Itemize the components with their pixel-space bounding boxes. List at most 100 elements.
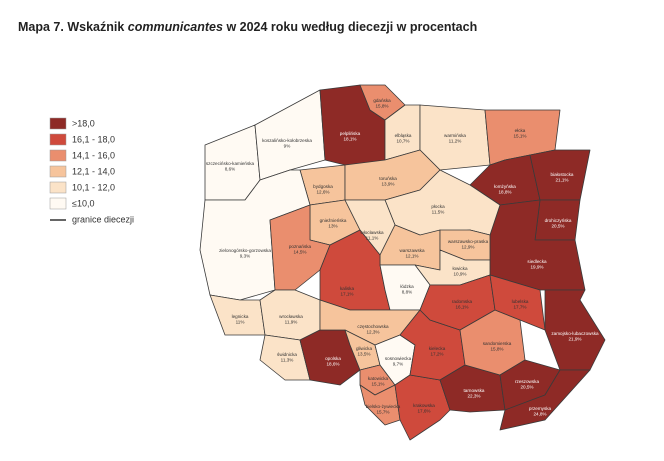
legend-label: 14,1 - 16,0 [72,150,115,160]
region-name: wrocławska [279,314,303,319]
region-name: opolska [325,356,341,361]
region-value: 19,9% [530,265,543,270]
region-value: 9,7% [393,362,403,367]
region-name: bydgoska [313,184,333,189]
region [529,149,591,201]
region-name: koszalińsko-kołobrzeska [262,138,312,143]
region [254,89,326,181]
region [489,274,546,331]
region-value: 13,9% [381,182,394,187]
region-name: łowicka [452,266,468,271]
region-name: świdnicka [277,352,297,357]
region-name: gdańska [373,98,391,103]
region-name: sandomierska [483,341,512,346]
legend-label: >18,0 [72,118,95,128]
region-value: 24,8% [533,412,546,417]
region-name: ełcka [515,128,526,133]
legend-swatch [49,149,67,162]
title-text: Mapa 7. Wskaźnik [18,20,125,34]
region-name: łódzka [400,284,414,289]
region-value: 12,3% [366,330,379,335]
region-value: 11,3% [281,358,294,363]
region-name: radomska [452,299,473,304]
region-value: 17,7% [513,305,526,310]
region-name: szczecińsko-kamieńska [206,161,255,166]
region-value: 15,8% [490,347,503,352]
region-value: 12,6% [316,190,329,195]
region-name: kielecka [429,346,446,351]
region-value: 14,5% [293,250,306,255]
region-name: katowicka [368,376,389,381]
region-value: 10,9% [453,272,466,277]
regions [199,84,606,441]
region-name: płocka [431,204,445,209]
region-value: 17,6% [417,409,430,414]
region-value: 11,5% [432,210,445,215]
region-name: warszawska [399,248,424,253]
region-name: lubelska [512,299,529,304]
legend-swatch [49,197,67,210]
region-value: 17,1% [340,292,353,297]
region-name: częstochowska [357,324,389,329]
region-value: 15,7% [376,410,389,415]
region-value: 8,6% [225,167,235,172]
title: Mapa 7. Wskaźnik communicantes w 2024 ro… [18,20,477,34]
region-name: pelplińska [340,131,361,136]
legend-swatch [49,133,67,146]
region-value: 9% [284,144,291,149]
region-value: 21,1% [555,178,568,183]
region-value: 9,3% [240,254,250,259]
legend-swatch [49,165,67,178]
region-name: rzeszowska [515,379,539,384]
region-name: siedlecka [527,259,547,264]
region-name: tarnowska [464,388,485,393]
region-value: 22,3% [467,394,480,399]
legend-label: ≤10,0 [72,198,94,208]
region [419,104,491,171]
region-value: 12,1% [405,254,418,259]
region-name: sosnowiecka [385,356,412,361]
legend-swatch [49,117,67,130]
region-value: 8,8% [402,290,412,295]
region-value: 11,9% [285,320,298,325]
region [259,334,311,381]
region-name: warszawsko-praska [448,239,489,244]
region-name: białostocka [551,172,574,177]
region-value: 11,2% [449,139,462,144]
region-value: 15,1% [513,134,526,139]
region-value: 15,8% [375,104,388,109]
region-name: toruńska [379,176,397,181]
region-name: legnicka [232,314,249,319]
region-name: przemyska [529,406,552,411]
region-value: 16,1% [455,305,468,310]
region-value: 15,1% [371,382,384,387]
region-value: 11% [236,320,245,325]
region-name: łomżyńska [494,184,516,189]
region-name: włocławska [360,230,384,235]
region-name: elbląska [395,133,412,138]
region-value: 17,2% [430,352,443,357]
region-value: 18,6% [326,362,339,367]
region-name: zamojsko-lubaczowska [551,331,599,336]
legend-label: 16,1 - 18,0 [72,134,115,144]
region-value: 20,5% [520,385,533,390]
region-name: zielonogórsko-gorzowska [219,248,271,253]
region-name: gnieźnieńska [320,218,347,223]
region-value: 12,9% [461,245,474,250]
region-value: 10,7% [396,139,409,144]
title-text: w 2024 roku według diecezji w procentach [226,20,478,34]
region-name: gliwicka [356,346,373,351]
region-name: bielsko-żywiecka [366,404,401,409]
legend-swatch [49,181,67,194]
region-value: 13% [328,224,337,229]
region-name: drohiczyńska [545,218,572,223]
legend-label: 12,1 - 14,0 [72,166,115,176]
region-name: warmińska [444,133,466,138]
region-name: krakowska [413,403,435,408]
region-value: 21,9% [568,337,581,342]
region-name: poznańska [289,244,312,249]
legend-label: granice diecezji [72,214,134,224]
